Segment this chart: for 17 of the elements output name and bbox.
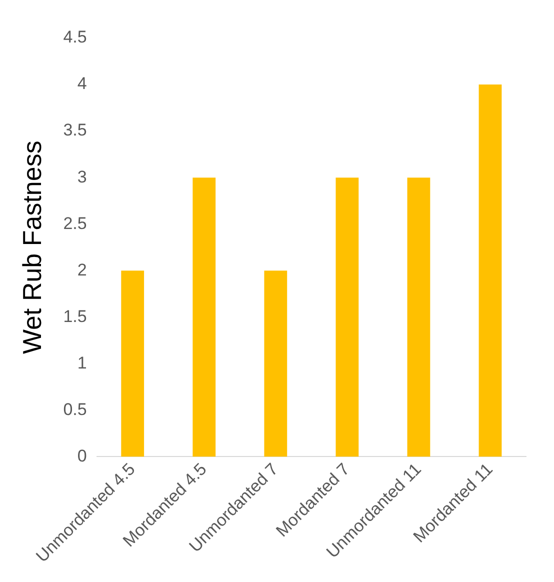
y-tick-label: 4 bbox=[77, 74, 87, 94]
bar bbox=[336, 178, 359, 457]
bar bbox=[121, 270, 144, 457]
y-tick-label: 2.5 bbox=[63, 214, 87, 233]
y-tick-label: 3 bbox=[77, 167, 87, 186]
y-tick-label: 3.5 bbox=[63, 120, 87, 140]
y-tick-label: 0 bbox=[77, 446, 87, 466]
bar bbox=[192, 178, 216, 457]
y-tick-label: 1 bbox=[77, 353, 87, 372]
bar bbox=[264, 270, 288, 457]
bar bbox=[407, 178, 430, 457]
y-tick-label: 1.5 bbox=[63, 306, 87, 326]
y-tick-label: 2 bbox=[77, 260, 87, 280]
bar bbox=[478, 84, 502, 457]
y-tick-label: 4.5 bbox=[63, 28, 87, 47]
y-tick-label: 0.5 bbox=[63, 400, 87, 419]
y-axis-title: Wet Rub Fastness bbox=[16, 140, 47, 354]
